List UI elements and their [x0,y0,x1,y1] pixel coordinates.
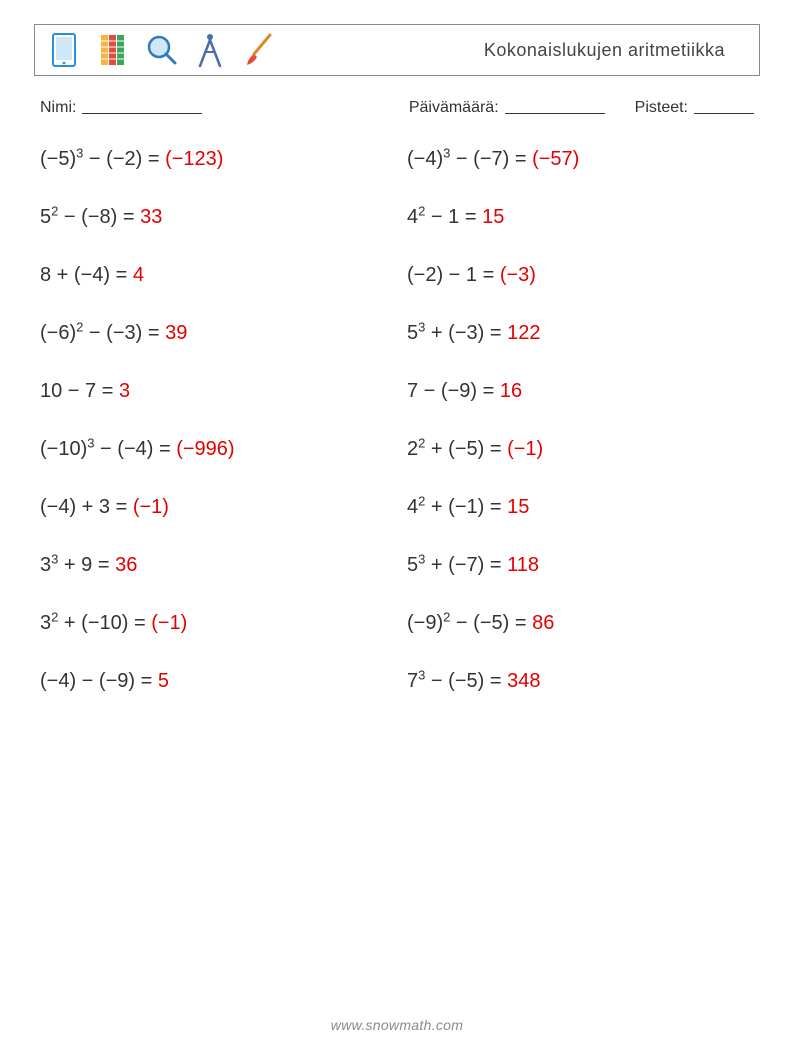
answer: (−1) [507,438,543,460]
expression: 10 − 7 = [40,380,119,402]
answer: 5 [158,670,169,692]
meta-right: Päivämäärä: Pisteet: [409,98,754,117]
problem: 42 + (−1) = 15 [407,493,754,521]
problems-grid: (−5)3 − (−2) = (−123)(−4)3 − (−7) = (−57… [34,145,760,695]
answer: 33 [140,206,162,228]
problem: 22 + (−5) = (−1) [407,435,754,463]
date-label: Päivämäärä: [409,99,499,117]
answer: 15 [507,496,529,518]
expression: 7 − (−9) = [407,380,500,402]
expression-rest: − (−3) = [83,322,165,344]
expression-base: (−9) [407,612,443,634]
expression-base: 2 [407,438,418,460]
problem: 10 − 7 = 3 [40,377,387,405]
problem: 33 + 9 = 36 [40,551,387,579]
worksheet-page: Kokonaislukujen aritmetiikka Nimi: Päivä… [0,0,794,1053]
problem: (−4) − (−9) = 5 [40,667,387,695]
expression-rest: − (−8) = [58,206,140,228]
answer: 4 [133,264,144,286]
score-blank[interactable] [694,100,754,114]
expression: (−2) − 1 = [407,264,500,286]
expression-base: 3 [40,612,51,634]
expression-base: (−5) [40,148,76,170]
expression-rest: + (−3) = [425,322,507,344]
problem: (−2) − 1 = (−3) [407,261,754,289]
header-bar: Kokonaislukujen aritmetiikka [34,24,760,76]
answer: 348 [507,670,540,692]
expression-base: (−4) [407,148,443,170]
brush-icon [241,33,275,67]
magnifier-icon [145,33,179,67]
expression-base: 4 [407,496,418,518]
expression-rest: + (−1) = [425,496,507,518]
expression-base: 5 [407,322,418,344]
answer: (−57) [532,148,579,170]
expression: 8 + (−4) = [40,264,133,286]
problem: (−9)2 − (−5) = 86 [407,609,754,637]
problem: (−10)3 − (−4) = (−996) [40,435,387,463]
expression-rest: − (−2) = [83,148,165,170]
expression: (−4) + 3 = [40,496,133,518]
expression-base: 7 [407,670,418,692]
expression-base: (−10) [40,438,87,460]
answer: (−1) [133,496,169,518]
problem: (−4) + 3 = (−1) [40,493,387,521]
expression-rest: + 9 = [58,554,115,576]
problem: (−5)3 − (−2) = (−123) [40,145,387,173]
problem: 53 + (−7) = 118 [407,551,754,579]
expression-rest: − 1 = [425,206,482,228]
problem: 7 − (−9) = 16 [407,377,754,405]
header-icons [49,33,275,67]
answer: (−123) [165,148,223,170]
expression-base: 4 [407,206,418,228]
problem: 53 + (−3) = 122 [407,319,754,347]
expression-rest: + (−7) = [425,554,507,576]
score-label: Pisteet: [635,99,688,117]
tablet-icon [49,33,83,67]
expression: (−4) − (−9) = [40,670,158,692]
answer: 39 [165,322,187,344]
expression-base: 5 [40,206,51,228]
answer: 122 [507,322,540,344]
expression-base: 3 [40,554,51,576]
expression-rest: − (−5) = [425,670,507,692]
answer: (−996) [176,438,234,460]
problem: 52 − (−8) = 33 [40,203,387,231]
problem: 8 + (−4) = 4 [40,261,387,289]
worksheet-title: Kokonaislukujen aritmetiikka [484,40,745,61]
expression-rest: + (−5) = [425,438,507,460]
meta-name: Nimi: [40,98,202,117]
meta-row: Nimi: Päivämäärä: Pisteet: [34,98,760,117]
answer: 16 [500,380,522,402]
answer: (−3) [500,264,536,286]
problem: 42 − 1 = 15 [407,203,754,231]
answer: 118 [507,554,539,576]
problem: (−4)3 − (−7) = (−57) [407,145,754,173]
date-blank[interactable] [505,100,605,114]
answer: (−1) [151,612,187,634]
name-label: Nimi: [40,99,76,117]
problem: 73 − (−5) = 348 [407,667,754,695]
expression-rest: + (−10) = [58,612,151,634]
expression-base: (−6) [40,322,76,344]
problem: 32 + (−10) = (−1) [40,609,387,637]
expression-rest: − (−4) = [94,438,176,460]
name-blank[interactable] [82,100,202,114]
compass-icon [193,33,227,67]
expression-rest: − (−7) = [450,148,532,170]
problem: (−6)2 − (−3) = 39 [40,319,387,347]
answer: 36 [115,554,137,576]
expression-rest: − (−5) = [450,612,532,634]
answer: 3 [119,380,130,402]
footer-link[interactable]: www.snowmath.com [0,1017,794,1033]
answer: 15 [482,206,504,228]
answer: 86 [532,612,554,634]
expression-base: 5 [407,554,418,576]
ruler-icon [97,33,131,67]
